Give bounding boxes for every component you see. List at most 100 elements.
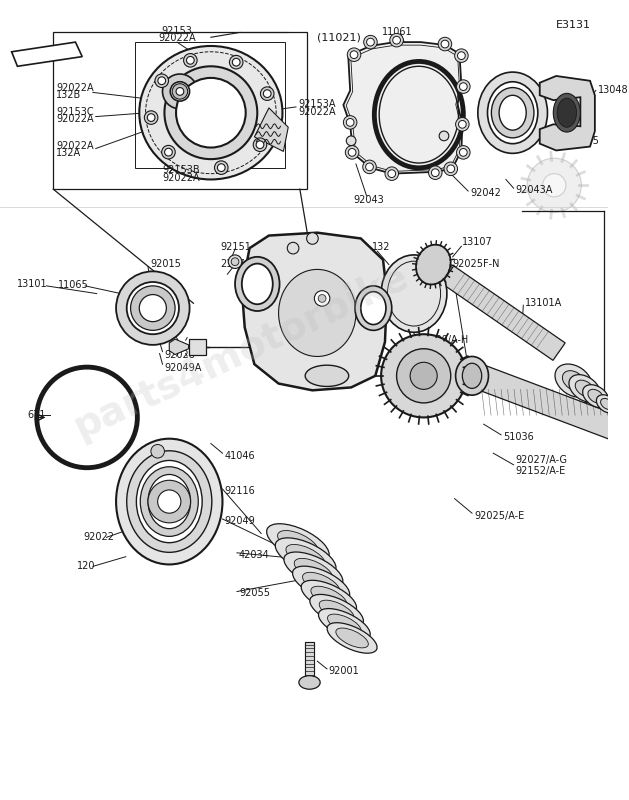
Circle shape — [162, 146, 175, 159]
Text: 11065: 11065 — [58, 280, 89, 290]
Text: 92153C: 92153C — [56, 106, 94, 117]
Text: 92022: 92022 — [83, 532, 114, 542]
Ellipse shape — [301, 580, 357, 614]
Circle shape — [543, 174, 566, 197]
Ellipse shape — [242, 264, 273, 304]
Text: 11021: 11021 — [261, 280, 292, 290]
Circle shape — [116, 271, 189, 345]
Circle shape — [347, 118, 354, 126]
Circle shape — [314, 290, 330, 306]
Circle shape — [345, 146, 359, 159]
Circle shape — [447, 165, 455, 173]
Ellipse shape — [292, 566, 350, 602]
Ellipse shape — [569, 374, 601, 402]
Text: 92153: 92153 — [162, 26, 192, 35]
Circle shape — [147, 114, 155, 122]
Text: 92022A: 92022A — [298, 106, 335, 117]
Circle shape — [364, 35, 377, 49]
Circle shape — [184, 54, 197, 67]
Polygon shape — [343, 42, 462, 174]
Ellipse shape — [487, 82, 538, 144]
Text: 92116: 92116 — [225, 486, 255, 496]
Text: 13101A: 13101A — [525, 298, 562, 308]
Circle shape — [144, 111, 158, 124]
Polygon shape — [169, 339, 189, 354]
Polygon shape — [442, 266, 565, 360]
Text: 92151: 92151 — [221, 242, 252, 252]
Ellipse shape — [294, 558, 333, 582]
Circle shape — [431, 169, 439, 177]
Text: 92152/A-E: 92152/A-E — [516, 466, 566, 476]
Ellipse shape — [462, 363, 482, 388]
Circle shape — [176, 87, 184, 95]
Ellipse shape — [554, 94, 581, 132]
Circle shape — [347, 136, 356, 146]
Text: 92043: 92043 — [353, 194, 384, 205]
Ellipse shape — [277, 530, 318, 556]
Ellipse shape — [319, 600, 354, 622]
Ellipse shape — [327, 622, 377, 654]
Ellipse shape — [478, 72, 547, 154]
Ellipse shape — [582, 385, 609, 408]
Polygon shape — [540, 76, 595, 150]
Text: 14014: 14014 — [356, 265, 387, 274]
Text: 92025F-N: 92025F-N — [453, 258, 500, 269]
Text: 92153B: 92153B — [162, 165, 200, 174]
Circle shape — [264, 90, 271, 98]
Ellipse shape — [455, 357, 489, 395]
Circle shape — [457, 52, 465, 59]
Ellipse shape — [328, 614, 361, 634]
Text: 92022A: 92022A — [56, 114, 94, 125]
Circle shape — [218, 164, 225, 171]
Bar — [53, 33, 306, 189]
Text: 92049: 92049 — [225, 516, 255, 526]
Circle shape — [343, 116, 357, 129]
Text: 92145: 92145 — [569, 136, 599, 146]
Ellipse shape — [361, 292, 386, 325]
Circle shape — [318, 294, 326, 302]
Circle shape — [365, 163, 374, 170]
Ellipse shape — [601, 398, 613, 410]
Circle shape — [367, 38, 374, 46]
Circle shape — [410, 362, 437, 390]
Text: parts4motorbike: parts4motorbike — [68, 257, 416, 446]
Circle shape — [457, 80, 470, 94]
Ellipse shape — [310, 594, 364, 627]
Circle shape — [444, 162, 457, 175]
Polygon shape — [477, 362, 622, 442]
Text: 92049A: 92049A — [164, 363, 202, 373]
Ellipse shape — [336, 628, 369, 648]
Circle shape — [231, 258, 239, 266]
Text: 671: 671 — [27, 410, 45, 421]
Circle shape — [385, 167, 399, 181]
Ellipse shape — [588, 390, 604, 403]
Bar — [135, 42, 286, 168]
Text: 92028: 92028 — [164, 350, 196, 359]
Text: 92022A: 92022A — [56, 82, 94, 93]
Text: 92062: 92062 — [273, 345, 304, 354]
Text: 92025/A-E: 92025/A-E — [474, 511, 524, 521]
Circle shape — [459, 82, 467, 90]
Ellipse shape — [139, 46, 282, 179]
Circle shape — [151, 445, 164, 458]
Ellipse shape — [499, 95, 526, 130]
Circle shape — [363, 160, 376, 174]
Text: (11021): (11021) — [317, 32, 361, 42]
Ellipse shape — [318, 609, 370, 640]
Circle shape — [348, 149, 356, 156]
Ellipse shape — [136, 461, 202, 542]
Ellipse shape — [576, 380, 594, 397]
Circle shape — [139, 294, 167, 322]
Text: 92045: 92045 — [396, 290, 428, 299]
Text: 92022A: 92022A — [162, 173, 200, 182]
Circle shape — [455, 118, 469, 131]
Circle shape — [170, 82, 189, 101]
Text: 92043A: 92043A — [516, 185, 553, 195]
Text: 92062: 92062 — [295, 363, 326, 373]
Circle shape — [172, 84, 187, 99]
Ellipse shape — [235, 257, 279, 311]
Polygon shape — [11, 42, 82, 66]
Circle shape — [441, 40, 449, 48]
Ellipse shape — [381, 255, 447, 332]
Ellipse shape — [299, 676, 320, 690]
